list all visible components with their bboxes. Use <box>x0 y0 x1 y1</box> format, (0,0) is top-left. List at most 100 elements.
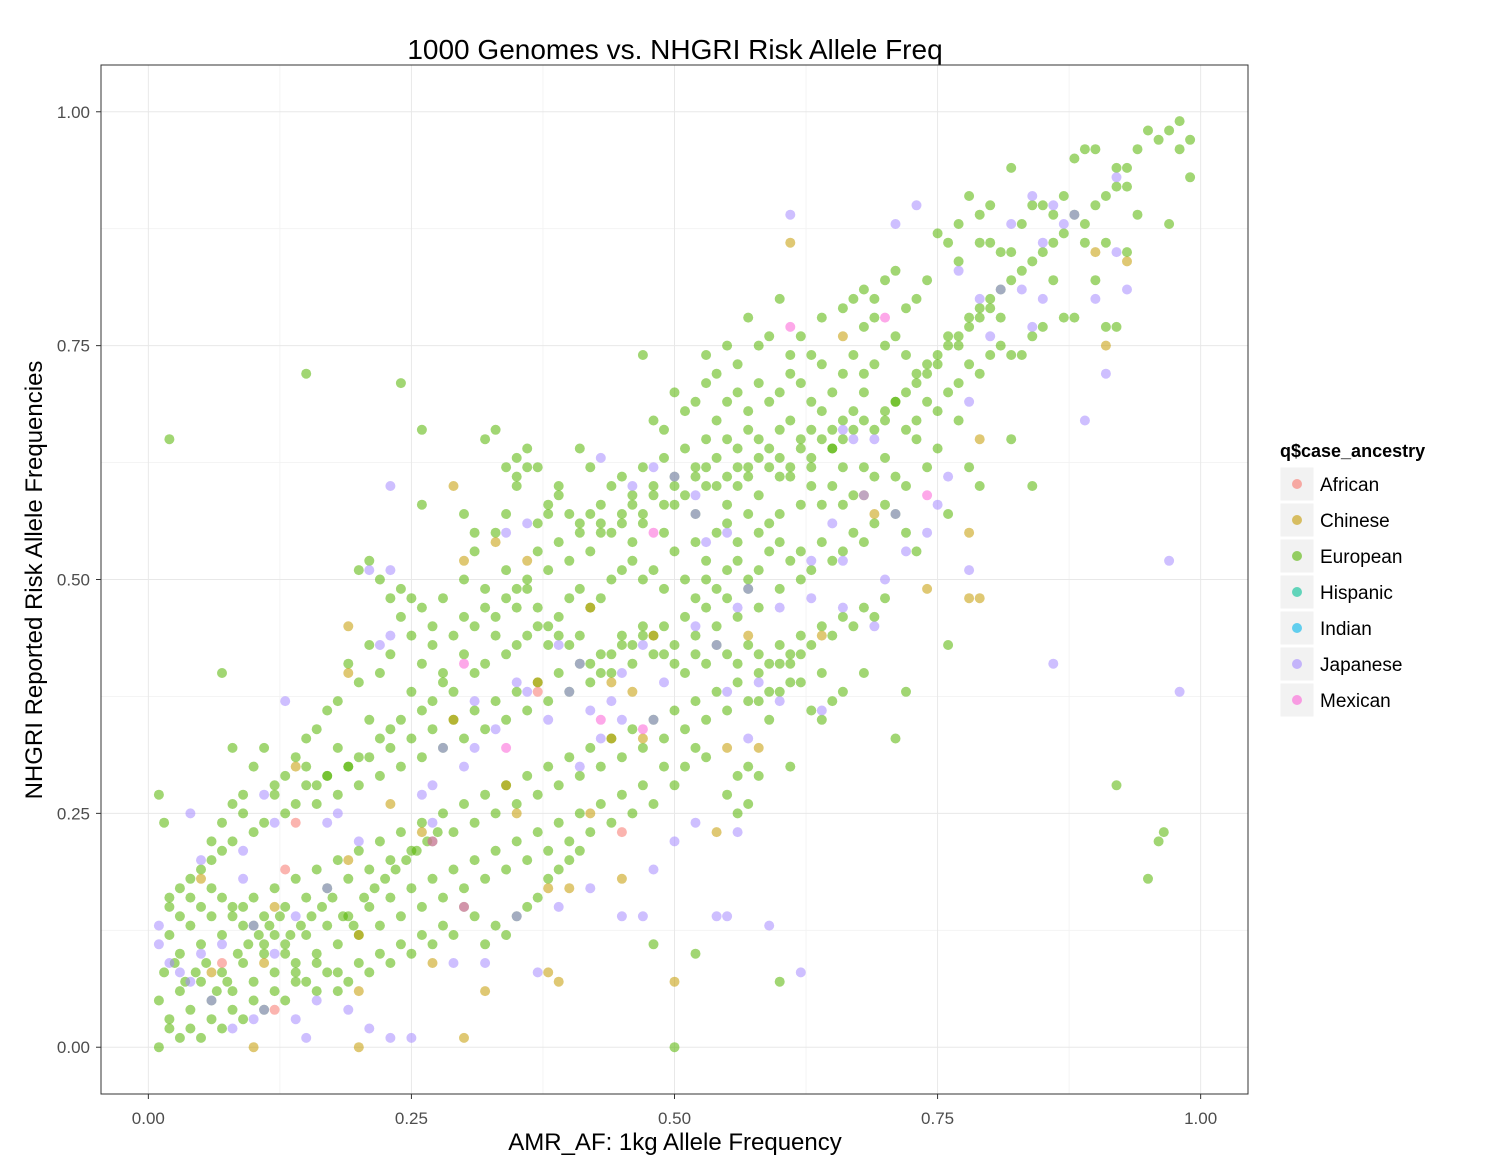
point-european <box>174 911 185 922</box>
point-japanese <box>722 527 733 538</box>
point-european <box>227 986 238 997</box>
point-european <box>259 911 270 922</box>
point-european <box>637 518 648 529</box>
point-japanese <box>469 742 480 753</box>
point-european <box>964 321 975 332</box>
point-european <box>564 509 575 519</box>
point-european <box>880 499 890 510</box>
point-european <box>511 836 522 847</box>
point-european <box>1090 200 1101 211</box>
point-european <box>774 658 785 669</box>
point-european <box>185 1023 196 1034</box>
point-japanese <box>995 284 1006 295</box>
point-european <box>753 452 764 463</box>
point-european <box>364 901 375 912</box>
point-japanese <box>837 602 848 613</box>
point-european <box>390 864 401 875</box>
x-tick-label: 0.75 <box>921 1109 954 1128</box>
point-european <box>438 677 448 688</box>
point-european <box>669 546 680 557</box>
point-chinese <box>627 686 638 697</box>
point-chinese <box>543 967 554 978</box>
point-european <box>248 827 259 838</box>
point-european <box>385 593 396 604</box>
point-japanese <box>743 733 754 744</box>
point-european <box>490 920 501 931</box>
point-european <box>953 219 964 229</box>
point-european <box>985 303 996 314</box>
point-european <box>901 387 911 398</box>
point-japanese <box>659 677 669 688</box>
point-european <box>953 331 964 342</box>
point-japanese <box>616 911 627 922</box>
point-european <box>595 527 606 538</box>
point-european <box>469 817 480 828</box>
point-european <box>974 368 985 379</box>
point-european <box>690 537 701 548</box>
point-european <box>459 733 469 744</box>
point-european <box>301 930 312 940</box>
point-european <box>343 761 354 772</box>
point-european <box>1100 321 1111 332</box>
legend-item-chinese: Chinese <box>1279 502 1390 538</box>
point-chinese <box>385 799 396 809</box>
point-african <box>269 1004 280 1015</box>
point-european <box>353 752 364 763</box>
point-european <box>922 462 933 473</box>
point-japanese <box>248 920 259 931</box>
point-european <box>1006 275 1017 286</box>
point-japanese <box>1058 219 1069 229</box>
point-european <box>711 527 722 538</box>
point-european <box>722 565 733 576</box>
point-european <box>248 761 259 772</box>
legend-swatch <box>1292 515 1302 525</box>
point-european <box>795 546 806 557</box>
point-european <box>380 873 391 884</box>
point-european <box>648 490 659 501</box>
point-european <box>911 546 922 557</box>
point-european <box>1079 144 1090 155</box>
point-japanese <box>637 640 648 650</box>
point-european <box>543 873 554 884</box>
point-chinese <box>743 630 754 641</box>
point-european <box>290 873 301 884</box>
point-european <box>564 752 575 763</box>
point-european <box>317 901 327 912</box>
point-european <box>690 649 701 660</box>
point-european <box>164 930 175 940</box>
point-european <box>848 293 859 304</box>
point-chinese <box>196 873 206 884</box>
point-japanese <box>353 836 364 847</box>
point-japanese <box>553 640 564 650</box>
point-european <box>585 509 596 519</box>
point-european <box>922 275 933 286</box>
point-european <box>406 883 417 894</box>
point-european <box>469 911 480 922</box>
point-japanese <box>269 817 280 828</box>
point-european <box>343 873 354 884</box>
point-chinese <box>648 630 659 641</box>
point-european <box>774 640 785 650</box>
point-european <box>690 593 701 604</box>
point-european <box>416 705 427 716</box>
point-european <box>469 668 480 678</box>
point-european <box>206 1014 217 1025</box>
point-european <box>880 406 890 417</box>
point-european <box>217 668 227 678</box>
point-european <box>774 471 785 482</box>
legend-swatch <box>1292 695 1302 705</box>
point-european <box>732 537 743 548</box>
point-european <box>911 368 922 379</box>
point-european <box>543 509 554 519</box>
point-european <box>711 452 722 463</box>
point-european <box>574 770 585 781</box>
point-japanese <box>532 967 543 978</box>
point-european <box>985 200 996 211</box>
point-european <box>217 930 227 940</box>
point-european <box>322 920 333 931</box>
point-japanese <box>964 565 975 576</box>
point-japanese <box>901 546 911 557</box>
point-european <box>943 640 954 650</box>
point-japanese <box>280 696 291 707</box>
legend-label: Mexican <box>1320 691 1391 712</box>
